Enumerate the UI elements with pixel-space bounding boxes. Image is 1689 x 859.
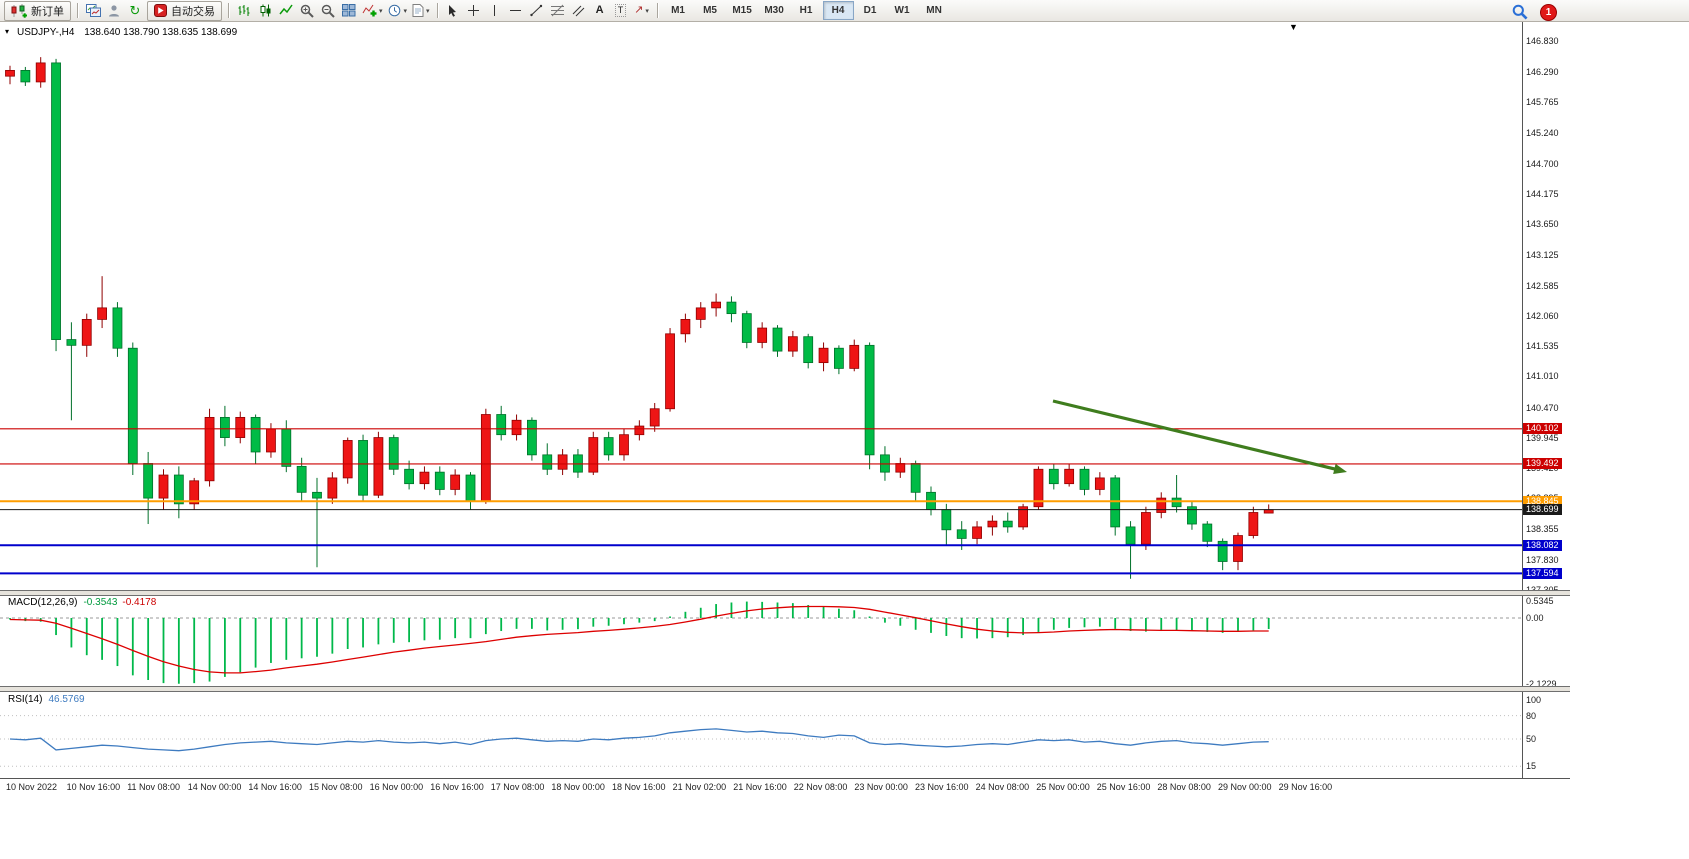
- tf-w1[interactable]: W1: [894, 5, 910, 16]
- tf-mn[interactable]: MN: [926, 5, 942, 16]
- autotrade-button[interactable]: 自动交易: [147, 0, 222, 21]
- tile-windows-icon[interactable]: [339, 2, 359, 20]
- panel-splitter[interactable]: [0, 590, 1570, 596]
- tf-m1[interactable]: M1: [671, 5, 685, 16]
- search-icon[interactable]: [1510, 3, 1530, 21]
- tf-d1[interactable]: D1: [863, 5, 877, 16]
- tf-h1[interactable]: H1: [799, 5, 813, 16]
- macd-signal-value: -0.4178: [122, 597, 157, 608]
- toolbar-separator: [656, 3, 658, 18]
- macd-main-value: -0.3543: [83, 597, 118, 608]
- macd-name: MACD(12,26,9): [8, 597, 78, 608]
- indicators-icon[interactable]: ▾: [360, 2, 385, 20]
- text-label-icon[interactable]: T: [611, 2, 631, 20]
- crosshair-icon[interactable]: [464, 2, 484, 20]
- notification-badge[interactable]: 1: [1540, 3, 1557, 21]
- templates-icon[interactable]: ▾: [410, 2, 432, 20]
- refresh-icon[interactable]: ↻: [129, 3, 141, 18]
- charts-icon[interactable]: [83, 2, 103, 20]
- line-chart-icon[interactable]: [276, 2, 296, 20]
- market-watch-icon[interactable]: [104, 2, 124, 20]
- rsi-name: RSI(14): [8, 694, 43, 705]
- text-icon[interactable]: A: [595, 4, 604, 16]
- cursor-icon[interactable]: [443, 2, 463, 20]
- dropdown-caret-icon: ▾: [379, 7, 383, 15]
- toolbar-separator: [436, 3, 438, 18]
- one-click-trading-toggle[interactable]: ▾: [5, 27, 10, 36]
- panel-splitter[interactable]: [0, 686, 1570, 692]
- tf-m5[interactable]: M5: [703, 5, 717, 16]
- fibonacci-icon[interactable]: [548, 2, 568, 20]
- channel-icon[interactable]: [569, 2, 589, 20]
- tf-h4[interactable]: H4: [822, 1, 854, 20]
- toolbar-separator: [77, 3, 78, 18]
- new-order-button[interactable]: 新订单: [4, 0, 71, 21]
- dropdown-caret-icon: ▾: [403, 7, 408, 15]
- toolbar-separator: [228, 3, 229, 18]
- chart-title: USDJPY-,H4 138.640 138.790 138.635 138.6…: [17, 27, 237, 38]
- tf-m30[interactable]: M30: [764, 5, 784, 16]
- horizontal-line-icon[interactable]: [506, 2, 526, 20]
- dropdown-caret-icon: ▾: [645, 7, 649, 15]
- bar-chart-icon[interactable]: [234, 2, 254, 20]
- toolbar: 新订单 ↻ 自动交易 ▾ ▾ ▾ A T ↗ ▾ M1 M5 M15 M30 H1 H4 D1 W1 MN 1: [0, 0, 1689, 22]
- candlestick-chart-icon[interactable]: [255, 2, 275, 20]
- ohlc-readout: 138.640 138.790 138.635 138.699: [84, 27, 238, 38]
- new-order-button-label: 新订单: [31, 5, 64, 18]
- zoom-in-icon[interactable]: [297, 2, 317, 20]
- price-axis-border: [1522, 22, 1523, 779]
- autotrade-button-label: 自动交易: [171, 5, 215, 18]
- arrows-icon[interactable]: ↗ ▾: [634, 4, 649, 16]
- macd-indicator-label: MACD(12,26,9) -0.3543 -0.4178: [8, 597, 156, 608]
- chart-shift-marker[interactable]: ▼: [1289, 22, 1298, 32]
- rsi-indicator-label: RSI(14) 46.5769: [8, 694, 85, 705]
- tf-m15[interactable]: M15: [732, 5, 752, 16]
- symbol-period-label: USDJPY-,H4: [17, 27, 75, 38]
- periods-icon[interactable]: ▾: [386, 2, 410, 20]
- time-axis-border: [0, 778, 1570, 779]
- rsi-value: 46.5769: [48, 694, 85, 705]
- zoom-out-icon[interactable]: [318, 2, 338, 20]
- dropdown-caret-icon: ▾: [426, 7, 430, 15]
- vertical-line-icon[interactable]: [485, 2, 505, 20]
- trendline-icon[interactable]: [527, 2, 547, 20]
